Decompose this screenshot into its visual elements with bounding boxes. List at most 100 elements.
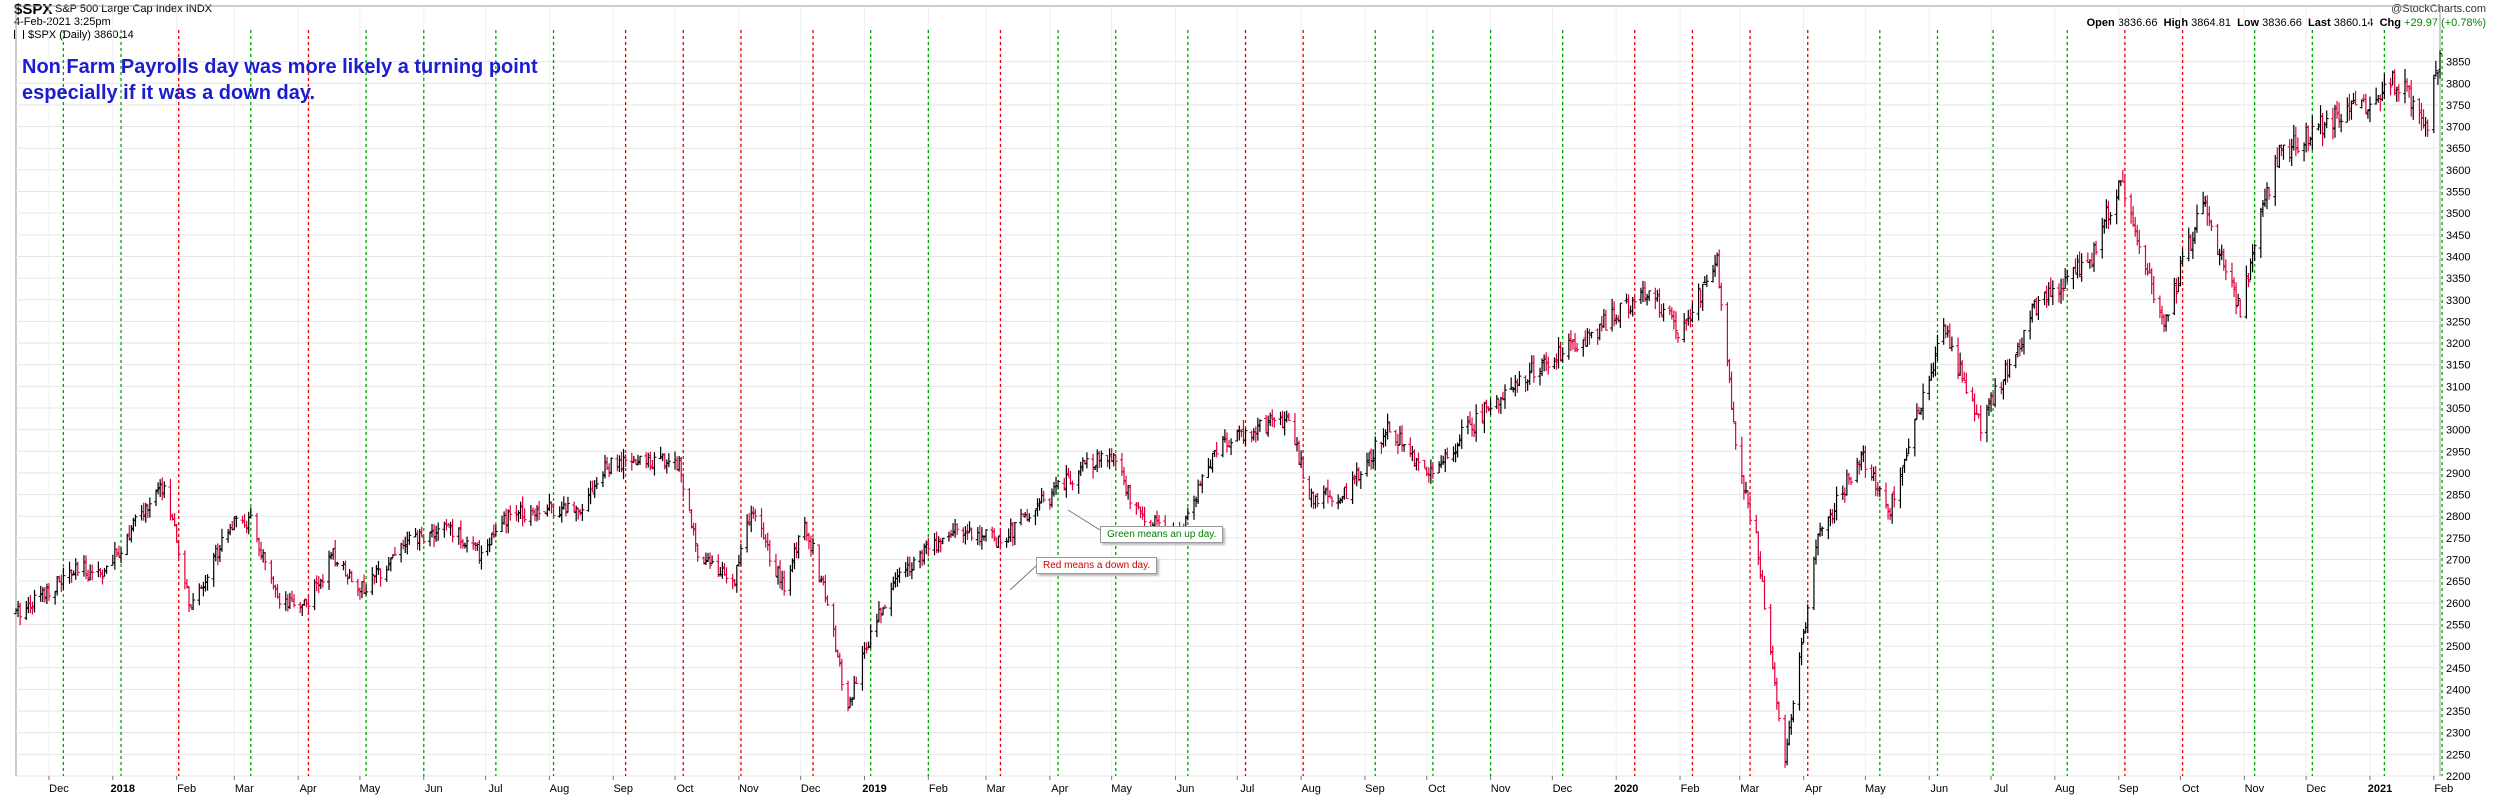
x-tick-label: 2020 (1614, 783, 1638, 795)
low-value: 3836.66 (2262, 17, 2302, 29)
x-tick-label: Apr (1805, 783, 1822, 795)
quote-bar: Open 3836.66 High 3864.81 Low 3836.66 La… (2087, 17, 2486, 29)
x-tick-label: Feb (2434, 783, 2453, 795)
last-label: Last (2308, 17, 2331, 29)
annotation-line-2: especially if it was a down day. (22, 82, 316, 104)
x-tick-label: Jul (1994, 783, 2008, 795)
y-tick-label: 2300 (2446, 728, 2470, 740)
annotation-text: Non Farm Payrolls day was more likely a … (22, 54, 582, 106)
y-tick-label: 2650 (2446, 576, 2470, 588)
y-tick-label: 3000 (2446, 425, 2470, 437)
x-tick-label: Feb (1681, 783, 1700, 795)
x-tick-label: Dec (801, 783, 821, 795)
y-tick-label: 2200 (2446, 771, 2470, 783)
x-tick-label: Oct (1428, 783, 1445, 795)
x-tick-label: May (1865, 783, 1886, 795)
x-tick-label: Sep (613, 783, 633, 795)
y-tick-label: 3500 (2446, 208, 2470, 220)
x-tick-label: Nov (739, 783, 759, 795)
x-tick-label: May (360, 783, 381, 795)
x-tick-label: Sep (2119, 783, 2139, 795)
price-bars-layer (14, 50, 2442, 768)
x-tick-label: 2019 (862, 783, 886, 795)
callout-arrows-layer (1009, 509, 1101, 591)
y-tick-label: 2500 (2446, 641, 2470, 653)
y-tick-label: 3750 (2446, 100, 2470, 112)
y-tick-label: 2700 (2446, 555, 2470, 567)
y-tick-label: 3050 (2446, 403, 2470, 415)
last-value: 3860.14 (2333, 17, 2374, 29)
y-tick-label: 2600 (2446, 598, 2470, 610)
chg-value: +29.97 (+0.78%) (2404, 17, 2486, 29)
open-value: 3836.66 (2117, 17, 2158, 29)
y-tick-label: 2250 (2446, 749, 2470, 761)
y-tick-label: 3250 (2446, 316, 2470, 328)
x-tick-label: Jun (1930, 783, 1948, 795)
y-tick-label: 2750 (2446, 533, 2470, 545)
x-tick-label: Dec (2306, 783, 2326, 795)
y-tick-label: 2450 (2446, 663, 2470, 675)
axis-layer: 2200 2250 2300 2350 2400 2450 2500 2550 2600 2650… (48, 57, 2470, 795)
y-tick-label: 2900 (2446, 468, 2470, 480)
y-tick-label: 2800 (2446, 511, 2470, 523)
series-label: $SPX (Daily) 3860.14 (28, 29, 134, 41)
y-tick-label: 3350 (2446, 273, 2470, 285)
y-tick-label: 3100 (2446, 381, 2470, 393)
x-tick-label: 2021 (2368, 783, 2392, 795)
y-tick-label: 3550 (2446, 187, 2470, 199)
x-tick-label: Oct (2182, 783, 2199, 795)
nfp-lines-layer (62, 30, 2443, 776)
y-tick-label: 3800 (2446, 78, 2470, 90)
open-label: Open (2086, 17, 2115, 29)
y-tick-label: 3200 (2446, 338, 2470, 350)
x-tick-label: Jul (1240, 783, 1254, 795)
y-tick-label: 2400 (2446, 684, 2470, 696)
y-tick-label: 3700 (2446, 122, 2470, 134)
chart-symbol: $SPX (14, 1, 53, 18)
chg-label: Chg (2379, 17, 2401, 29)
x-tick-label: 2018 (111, 783, 135, 795)
x-tick-label: Apr (300, 783, 317, 795)
y-tick-label: 3850 (2446, 57, 2470, 69)
callout-green: Green means an up day. (1100, 526, 1224, 543)
high-value: 3864.81 (2191, 17, 2231, 29)
x-tick-label: Apr (1051, 783, 1068, 795)
callout-red: Red means a down day. (1036, 557, 1158, 574)
y-tick-label: 3300 (2446, 295, 2470, 307)
x-tick-label: Mar (235, 783, 254, 795)
x-tick-label: Aug (1301, 783, 1321, 795)
y-tick-label: 2850 (2446, 490, 2470, 502)
x-tick-label: May (1111, 783, 1132, 795)
x-tick-label: Dec (49, 783, 69, 795)
x-tick-label: Nov (1491, 783, 1511, 795)
annotation-line-1: Non Farm Payrolls day was more likely a … (22, 56, 538, 78)
series-legend: $SPX (Daily) 3860.14 (14, 29, 134, 41)
x-tick-label: Mar (1740, 783, 1759, 795)
y-tick-label: 3450 (2446, 230, 2470, 242)
chart-datetime: 4-Feb-2021 3:25pm (14, 16, 111, 28)
x-tick-label: Jul (489, 783, 503, 795)
y-tick-label: 2350 (2446, 706, 2470, 718)
callout-red-pointer (1009, 565, 1037, 591)
x-tick-label: Jun (425, 783, 443, 795)
y-tick-label: 3400 (2446, 251, 2470, 263)
x-tick-label: Feb (177, 783, 196, 795)
y-tick-label: 3650 (2446, 143, 2470, 155)
callout-green-pointer (1067, 509, 1101, 531)
y-tick-label: 3600 (2446, 165, 2470, 177)
low-label: Low (2237, 17, 2260, 29)
x-tick-label: Oct (676, 783, 693, 795)
plot-frame (15, 5, 2441, 777)
x-tick-label: Feb (929, 783, 948, 795)
y-tick-label: 3150 (2446, 360, 2470, 372)
high-label: High (2163, 17, 2189, 29)
x-tick-label: Aug (550, 783, 570, 795)
y-tick-label: 2950 (2446, 446, 2470, 458)
y-tick-label: 2550 (2446, 619, 2470, 631)
grid-layer (15, 5, 2441, 777)
x-tick-label: Sep (1365, 783, 1385, 795)
x-tick-label: Nov (2245, 783, 2265, 795)
legend-swatch-icon (14, 30, 24, 39)
x-tick-label: Mar (987, 783, 1006, 795)
